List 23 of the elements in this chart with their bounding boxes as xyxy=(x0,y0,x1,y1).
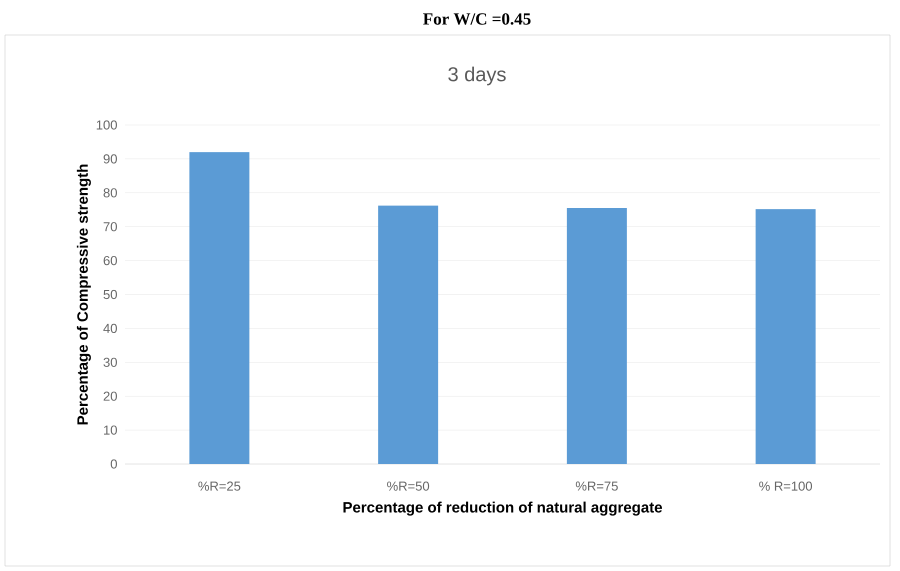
y-tick-label: 0 xyxy=(110,459,117,469)
bar xyxy=(189,152,250,464)
y-tick-label: 10 xyxy=(104,425,117,435)
x-axis-title: Percentage of reduction of natural aggregate xyxy=(343,502,662,516)
x-tick-label: %R=25 xyxy=(198,482,240,491)
y-tick-label: 80 xyxy=(104,188,117,198)
y-tick-label: 100 xyxy=(96,120,117,130)
chart-subtitle: 3 days xyxy=(448,66,506,86)
y-tick-label: 20 xyxy=(104,392,117,401)
bar xyxy=(378,206,438,464)
bar xyxy=(566,208,627,464)
y-tick-label: 50 xyxy=(104,290,117,300)
chart-title: For W/C =0.45 xyxy=(423,13,531,25)
x-tick-label: %R=75 xyxy=(576,482,618,491)
y-axis-title: Percentage of Compressive strength xyxy=(76,164,91,424)
y-tick-label: 30 xyxy=(104,358,117,367)
y-tick-label: 60 xyxy=(104,256,117,266)
x-tick-label: %R=50 xyxy=(387,482,430,491)
y-tick-label: 40 xyxy=(103,324,117,333)
y-tick-label: 70 xyxy=(104,222,117,232)
y-tick-label: 90 xyxy=(104,154,117,164)
x-tick-label: % R=100 xyxy=(759,482,812,491)
bar xyxy=(756,209,816,464)
